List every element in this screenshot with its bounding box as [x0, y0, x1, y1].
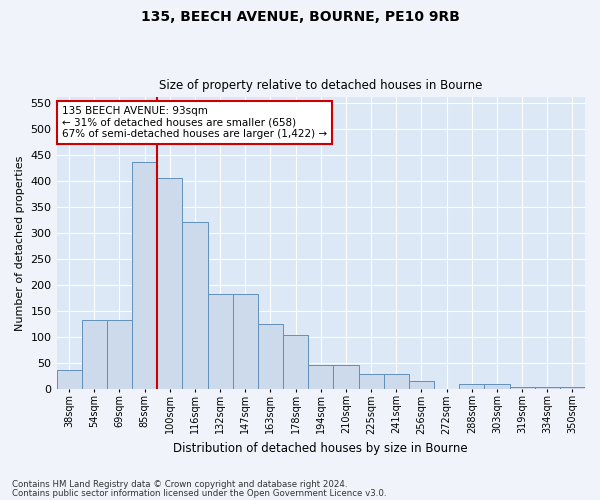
Bar [484, 384, 509, 388]
Bar [560, 386, 585, 388]
Bar [182, 222, 208, 388]
Text: 135 BEECH AVENUE: 93sqm
← 31% of detached houses are smaller (658)
67% of semi-d: 135 BEECH AVENUE: 93sqm ← 31% of detache… [62, 106, 327, 140]
Bar [107, 320, 132, 388]
Bar [409, 381, 434, 388]
Bar [132, 162, 157, 388]
Bar [82, 320, 107, 388]
Bar [535, 386, 560, 388]
Bar [509, 386, 535, 388]
Bar [383, 374, 409, 388]
Text: Contains HM Land Registry data © Crown copyright and database right 2024.: Contains HM Land Registry data © Crown c… [12, 480, 347, 489]
Bar [308, 364, 334, 388]
Bar [208, 294, 233, 388]
Text: 135, BEECH AVENUE, BOURNE, PE10 9RB: 135, BEECH AVENUE, BOURNE, PE10 9RB [140, 10, 460, 24]
Bar [233, 294, 258, 388]
Bar [56, 370, 82, 388]
Text: Contains public sector information licensed under the Open Government Licence v3: Contains public sector information licen… [12, 488, 386, 498]
Bar [459, 384, 484, 388]
Bar [258, 324, 283, 388]
Bar [334, 364, 359, 388]
Y-axis label: Number of detached properties: Number of detached properties [15, 156, 25, 330]
Title: Size of property relative to detached houses in Bourne: Size of property relative to detached ho… [159, 79, 482, 92]
Bar [283, 335, 308, 388]
Bar [359, 374, 383, 388]
Bar [157, 178, 182, 388]
X-axis label: Distribution of detached houses by size in Bourne: Distribution of detached houses by size … [173, 442, 468, 455]
